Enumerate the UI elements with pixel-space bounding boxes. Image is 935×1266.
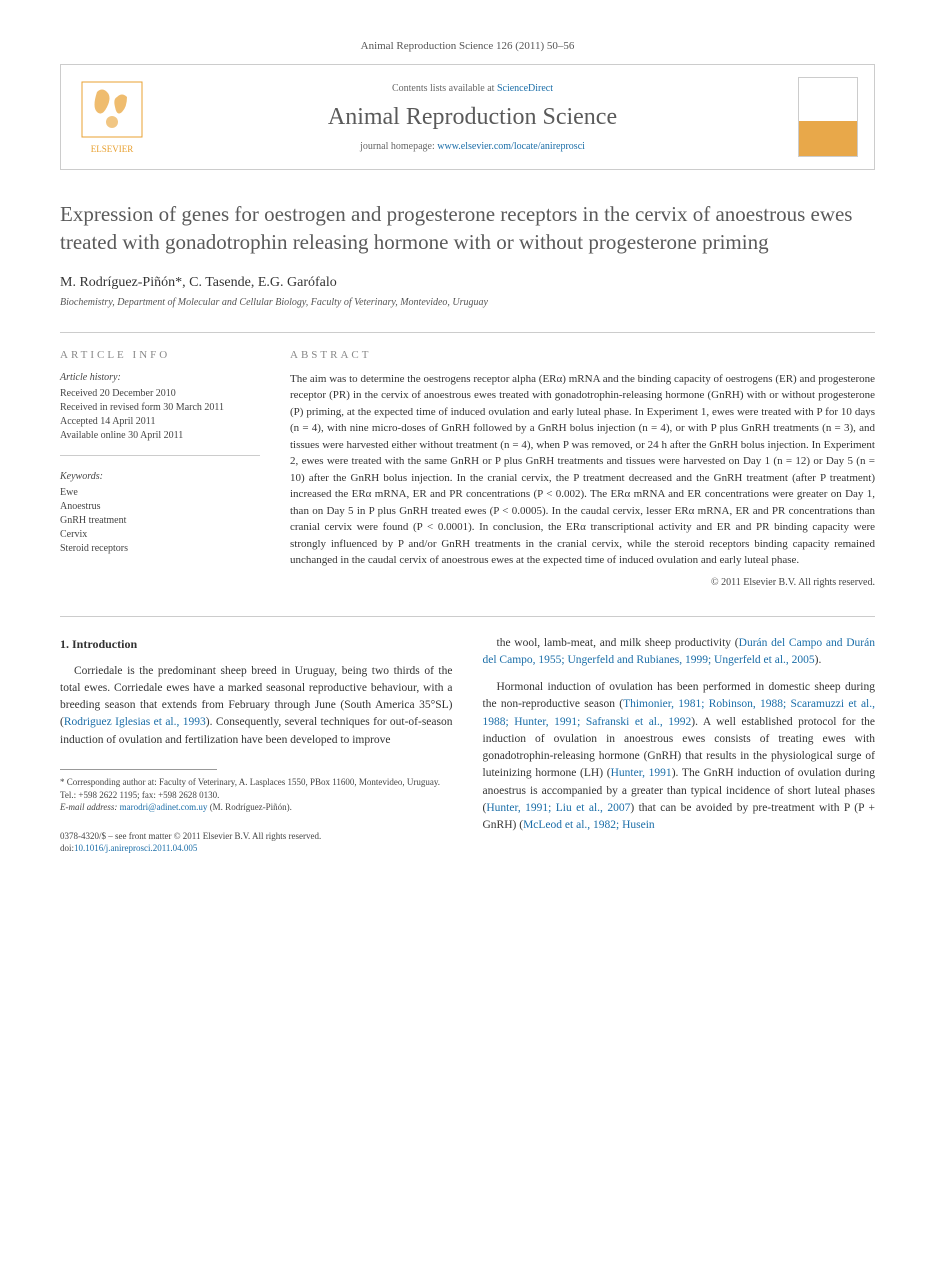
keyword: Anoestrus <box>60 500 260 514</box>
abstract-column: ABSTRACT The aim was to determine the oe… <box>290 349 875 588</box>
contents-line: Contents lists available at ScienceDirec… <box>163 83 782 94</box>
email-suffix: (M. Rodríguez-Piñón). <box>207 802 292 812</box>
body-right-column: the wool, lamb-meat, and milk sheep prod… <box>483 635 876 855</box>
keyword: Ewe <box>60 486 260 500</box>
citation-link[interactable]: Durán del Campo and Durán del Campo, 195… <box>483 637 876 666</box>
corresponding-author-footnote: * Corresponding author at: Faculty of Ve… <box>60 776 453 801</box>
keywords-label: Keywords: <box>60 470 260 484</box>
revised-date: Received in revised form 30 March 2011 <box>60 401 260 415</box>
email-label: E-mail address: <box>60 802 120 812</box>
homepage-prefix: journal homepage: <box>360 141 437 152</box>
section-heading: 1. Introduction <box>60 635 453 653</box>
keyword: GnRH treatment <box>60 514 260 528</box>
journal-title: Animal Reproduction Science <box>163 104 782 131</box>
body-left-column: 1. Introduction Corriedale is the predom… <box>60 635 453 855</box>
article-info-column: ARTICLE INFO Article history: Received 2… <box>60 349 260 588</box>
abstract-copyright: © 2011 Elsevier B.V. All rights reserved… <box>290 577 875 588</box>
homepage-line: journal homepage: www.elsevier.com/locat… <box>163 141 782 152</box>
article-title: Expression of genes for oestrogen and pr… <box>60 200 875 257</box>
abstract-heading: ABSTRACT <box>290 349 875 361</box>
journal-header-box: ELSEVIER Contents lists available at Sci… <box>60 64 875 170</box>
authors: M. Rodríguez-Piñón*, C. Tasende, E.G. Ga… <box>60 275 875 291</box>
online-date: Available online 30 April 2011 <box>60 429 260 443</box>
citation-link[interactable]: Thimonier, 1981; Robinson, 1988; Scaramu… <box>483 698 876 727</box>
abstract-text: The aim was to determine the oestrogens … <box>290 371 875 569</box>
homepage-link[interactable]: www.elsevier.com/locate/anireprosci <box>437 141 585 152</box>
doi-label: doi: <box>60 843 74 853</box>
contents-prefix: Contents lists available at <box>392 83 497 94</box>
svg-text:ELSEVIER: ELSEVIER <box>91 144 134 154</box>
keyword: Steroid receptors <box>60 542 260 556</box>
elsevier-logo: ELSEVIER <box>77 77 147 157</box>
received-date: Received 20 December 2010 <box>60 387 260 401</box>
email-footnote: E-mail address: marodri@adinet.com.uy (M… <box>60 801 453 814</box>
history-label: Article history: <box>60 371 260 385</box>
section-title: Introduction <box>72 637 137 651</box>
sciencedirect-link[interactable]: ScienceDirect <box>497 83 553 94</box>
citation-link[interactable]: McLeod et al., 1982; Husein <box>523 819 655 831</box>
body-paragraph: Corriedale is the predominant sheep bree… <box>60 663 453 749</box>
issn-line: 0378-4320/$ – see front matter © 2011 El… <box>60 830 453 843</box>
footer-meta: 0378-4320/$ – see front matter © 2011 El… <box>60 830 453 855</box>
journal-cover-thumbnail <box>798 77 858 157</box>
doi-link[interactable]: 10.1016/j.anireprosci.2011.04.005 <box>74 843 197 853</box>
citation-link[interactable]: Rodriguez Iglesias et al., 1993 <box>64 716 206 728</box>
article-info-heading: ARTICLE INFO <box>60 349 260 361</box>
citation-link[interactable]: Hunter, 1991; Liu et al., 2007 <box>486 802 630 814</box>
keyword: Cervix <box>60 528 260 542</box>
footnote-separator <box>60 769 217 770</box>
email-link[interactable]: marodri@adinet.com.uy <box>120 802 208 812</box>
body-paragraph: Hormonal induction of ovulation has been… <box>483 679 876 834</box>
affiliation: Biochemistry, Department of Molecular an… <box>60 297 875 308</box>
citation-link[interactable]: Hunter, 1991 <box>611 767 672 779</box>
accepted-date: Accepted 14 April 2011 <box>60 415 260 429</box>
body-paragraph: the wool, lamb-meat, and milk sheep prod… <box>483 635 876 670</box>
journal-reference: Animal Reproduction Science 126 (2011) 5… <box>60 40 875 52</box>
section-number: 1. <box>60 637 69 651</box>
